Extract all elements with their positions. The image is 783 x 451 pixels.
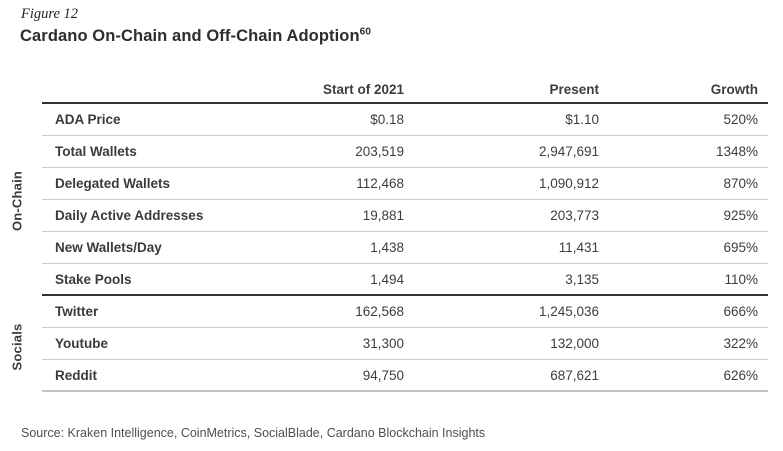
table-row-daily-active-addresses: Daily Active Addresses 19,881 203,773 92… xyxy=(42,200,768,232)
start-value: $0.18 xyxy=(370,112,404,127)
growth-value: 695% xyxy=(723,240,758,255)
present-value: 687,621 xyxy=(550,367,599,383)
present-value: 3,135 xyxy=(565,271,599,287)
table-row-total-wallets: Total Wallets 203,519 2,947,691 1348% xyxy=(42,136,768,168)
table-row-twitter: Twitter 162,568 1,245,036 666% xyxy=(42,296,768,328)
growth-value: 1348% xyxy=(715,144,758,159)
growth-value: 110% xyxy=(724,271,758,287)
metric-label: New Wallets/Day xyxy=(55,240,162,255)
start-value: 1,438 xyxy=(370,240,404,255)
growth-value: 626% xyxy=(723,367,758,383)
metric-label: Youtube xyxy=(55,336,108,351)
table-header-row: Start of 2021 Present Growth xyxy=(42,78,768,104)
present-value: 1,090,912 xyxy=(538,176,599,191)
figure-title-text: Cardano On-Chain and Off-Chain Adoption xyxy=(20,27,360,45)
table-row-reddit: Reddit 94,750 687,621 626% xyxy=(42,360,768,392)
start-value: 31,300 xyxy=(362,336,404,351)
present-value: 11,431 xyxy=(558,240,599,255)
adoption-table: Start of 2021 Present Growth ADA Price $… xyxy=(42,78,768,392)
start-value: 112,468 xyxy=(356,176,404,191)
column-header-growth: Growth xyxy=(710,81,758,97)
column-header-present: Present xyxy=(549,81,599,97)
metric-label: Total Wallets xyxy=(55,144,137,159)
footnote-superscript: 60 xyxy=(359,26,371,38)
table-row-ada-price: ADA Price $0.18 $1.10 520% xyxy=(42,104,768,136)
metric-label: ADA Price xyxy=(55,112,121,127)
metric-label: Daily Active Addresses xyxy=(55,208,204,223)
figure-title: Cardano On-Chain and Off-Chain Adoption6… xyxy=(20,27,371,46)
source-note: Source: Kraken Intelligence, CoinMetrics… xyxy=(21,426,486,440)
start-value: 1,494 xyxy=(370,271,404,287)
column-header-start-of-2021: Start of 2021 xyxy=(322,81,404,97)
figure-label: Figure 12 xyxy=(21,6,79,22)
growth-value: 925% xyxy=(723,208,758,223)
metric-label: Twitter xyxy=(55,304,99,319)
start-value: 162,568 xyxy=(355,304,404,319)
metric-label: Stake Pools xyxy=(55,271,132,287)
group-label-socials: Socials xyxy=(9,323,25,371)
group-label-on-chain: On-Chain xyxy=(9,170,25,232)
metric-label: Reddit xyxy=(55,367,97,383)
present-value: 2,947,691 xyxy=(538,144,599,159)
start-value: 19,881 xyxy=(362,208,404,223)
growth-value: 322% xyxy=(723,336,758,351)
table-row-youtube: Youtube 31,300 132,000 322% xyxy=(42,328,768,360)
growth-value: 520% xyxy=(723,112,758,127)
present-value: 203,773 xyxy=(550,208,599,223)
table-row-delegated-wallets: Delegated Wallets 112,468 1,090,912 870% xyxy=(42,168,768,200)
start-value: 203,519 xyxy=(355,144,404,159)
present-value: 1,245,036 xyxy=(538,304,599,319)
growth-value: 666% xyxy=(723,304,758,319)
start-value: 94,750 xyxy=(362,367,404,383)
metric-label: Delegated Wallets xyxy=(55,176,171,191)
table-row-stake-pools: Stake Pools 1,494 3,135 110% xyxy=(42,264,768,296)
table-row-new-wallets-day: New Wallets/Day 1,438 11,431 695% xyxy=(42,232,768,264)
present-value: $1.10 xyxy=(565,112,599,127)
present-value: 132,000 xyxy=(550,336,599,351)
growth-value: 870% xyxy=(723,176,758,191)
